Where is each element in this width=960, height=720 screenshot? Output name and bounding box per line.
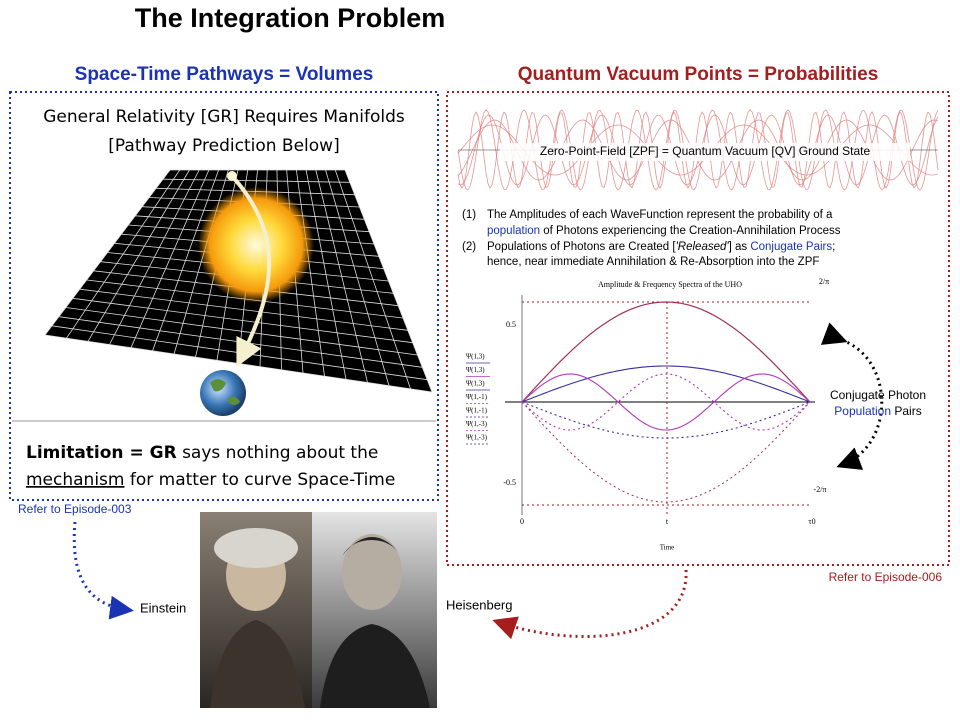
- refer-left: Refer to Episode-003: [18, 502, 132, 516]
- note-line: population of Photons experiencing the C…: [487, 225, 841, 237]
- pathway-start: [227, 171, 237, 181]
- limitation-line2: mechanism for matter to curve Space-Time: [26, 470, 395, 490]
- left-box: [9, 91, 439, 501]
- mode-curve: [521, 365, 811, 403]
- y-label: 0.5: [506, 320, 516, 329]
- conjugate-arrow: [820, 322, 884, 470]
- limitation-line1: Limitation = GR says nothing about the: [26, 443, 378, 463]
- zpf-label-bg: [500, 143, 910, 161]
- limitation-text: for matter to curve Space-Time: [124, 470, 395, 490]
- note-text: ] as: [729, 241, 751, 253]
- bottom-label: -2/π: [814, 485, 827, 494]
- mode-curve: [521, 401, 811, 439]
- title: The Integration Problem: [135, 3, 446, 33]
- top-label: 2/π: [819, 277, 829, 286]
- heisenberg-label: Heisenberg: [446, 597, 513, 612]
- legend-label: Ψ(1,-1): [466, 407, 488, 415]
- side-link: Population: [834, 404, 891, 418]
- sun: [198, 187, 314, 303]
- note-line: hence, near immediate Annihilation & Re-…: [487, 256, 819, 268]
- uho-plot: Amplitude & Frequency Spectra of the UHO…: [503, 277, 829, 552]
- grid-line: [315, 169, 368, 383]
- zpf-label: Zero-Point-Field [ZPF] = Quantum Vacuum …: [540, 144, 871, 158]
- side-line: Population Pairs: [834, 404, 921, 418]
- left-line1: General Relativity [GR] Requires Manifol…: [43, 107, 405, 127]
- earth: [200, 370, 246, 416]
- side-line: Conjugate Photon: [830, 388, 926, 402]
- envelope-curve: [521, 401, 811, 503]
- mode-curve: [521, 373, 811, 431]
- note-line: The Amplitudes of each WaveFunction repr…: [487, 209, 833, 221]
- note-link: Conjugate Pairs: [750, 241, 832, 253]
- note-text: Populations of Photons are Created [: [487, 241, 676, 253]
- zpf-wave: [457, 109, 939, 191]
- earth-land: [210, 379, 240, 405]
- note-line: Populations of Photons are Created ['Rel…: [487, 241, 835, 253]
- zpf-wave: [457, 111, 939, 189]
- x-label: t: [666, 517, 669, 526]
- note-number: (2): [462, 241, 476, 253]
- side-text: Pairs: [891, 404, 922, 418]
- grid-line: [334, 169, 411, 389]
- heisenberg-hair: [342, 537, 402, 556]
- legend-label: Ψ(1,3): [466, 366, 485, 374]
- right-box: [446, 91, 950, 566]
- envelope-curve: [521, 301, 811, 403]
- left-line2: [Pathway Prediction Below]: [108, 136, 339, 156]
- limitation-underlined: mechanism: [26, 470, 124, 490]
- right-heading: Quantum Vacuum Points = Probabilities: [518, 64, 879, 85]
- heisenberg-coat: [320, 624, 430, 708]
- heisenberg-face: [342, 534, 402, 610]
- grid-line: [325, 169, 390, 386]
- x-label: τ0: [808, 517, 815, 526]
- note-text: ;: [832, 241, 835, 253]
- refer-right: Refer to Episode-006: [829, 570, 943, 584]
- notes: (1) The Amplitudes of each WaveFunction …: [462, 209, 841, 268]
- limitation-bold: Limitation = GR: [26, 443, 177, 463]
- arrow-left: [72, 521, 134, 620]
- zpf-wave: [457, 119, 939, 181]
- plot-title: Amplitude & Frequency Spectra of the UHO: [598, 280, 742, 289]
- arrow-right: [492, 569, 688, 640]
- y-label: -0.5: [503, 478, 516, 487]
- note-emphasis: 'Released': [676, 241, 730, 253]
- einstein-coat: [210, 620, 305, 708]
- limitation-text: says nothing about the: [177, 443, 379, 463]
- plot-legend: Ψ(1,3) Ψ(1,3) Ψ(1,3) Ψ(1,-1) Ψ(1,-1) Ψ(1,-3) Ψ…: [466, 353, 490, 445]
- pathway-arrow: [230, 174, 272, 368]
- left-heading: Space-Time Pathways = Volumes: [75, 64, 374, 85]
- legend-label: Ψ(1,-3): [466, 434, 488, 442]
- note-text: of Photons experiencing the Creation-Ann…: [540, 225, 841, 237]
- einstein-hair: [214, 528, 298, 568]
- x-axis-title: Time: [660, 544, 675, 552]
- grid-line: [344, 169, 433, 393]
- legend-label: Ψ(1,3): [466, 353, 485, 361]
- note-number: (1): [462, 209, 476, 221]
- x-label: 0: [520, 517, 524, 526]
- einstein-label: Einstein: [140, 600, 186, 615]
- legend-label: Ψ(1,3): [466, 380, 485, 388]
- mode-curve: [521, 373, 811, 431]
- legend-label: Ψ(1,-3): [466, 420, 488, 428]
- legend-label: Ψ(1,-1): [466, 393, 488, 401]
- zpf-wave: [457, 124, 939, 176]
- note-link: population: [487, 225, 540, 237]
